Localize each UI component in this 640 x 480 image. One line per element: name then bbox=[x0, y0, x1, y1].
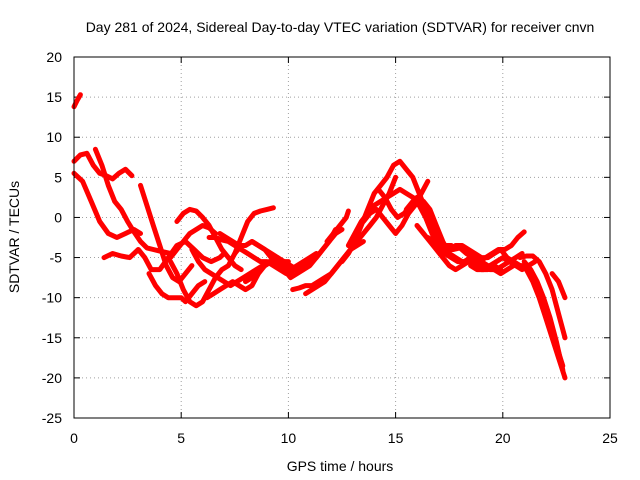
series-line-pass-7 bbox=[146, 271, 208, 305]
series-line-pass-27 bbox=[414, 223, 516, 277]
series-line-pass-21 bbox=[324, 208, 351, 244]
x-tick-label: 0 bbox=[70, 430, 78, 446]
y-tick-label: 0 bbox=[54, 209, 62, 225]
series-line-pass-35 bbox=[549, 271, 568, 301]
series-line-pass-6 bbox=[138, 182, 195, 285]
x-tick-label: 25 bbox=[602, 430, 618, 446]
y-tick-label: -15 bbox=[42, 330, 62, 346]
y-tick-label: 15 bbox=[46, 89, 62, 105]
y-tick-label: -5 bbox=[50, 250, 63, 266]
y-tick-label: -25 bbox=[42, 410, 62, 426]
series-line-pass-13 bbox=[206, 235, 296, 277]
y-tick-label: 5 bbox=[54, 169, 62, 185]
series-line-pass-1 bbox=[71, 92, 83, 110]
series-line-pass-3 bbox=[92, 146, 173, 256]
x-tick-label: 15 bbox=[388, 430, 404, 446]
x-tick-label: 10 bbox=[281, 430, 297, 446]
chart-title: Day 281 of 2024, Sidereal Day-to-day VTE… bbox=[86, 19, 595, 35]
series-line-pass-34 bbox=[521, 263, 566, 369]
y-tick-label: -20 bbox=[42, 370, 62, 386]
x-axis-label: GPS time / hours bbox=[287, 458, 394, 474]
series-line-pass-31 bbox=[517, 253, 568, 341]
x-tick-label: 20 bbox=[495, 430, 511, 446]
data-traces bbox=[71, 92, 568, 381]
axis-ticks: 0 5 10 15 20 25 -25 -20 -15 -10 -5 0 5 10 15 20 bbox=[42, 49, 618, 446]
y-tick-label: 10 bbox=[46, 129, 62, 145]
series-line-pass-28 bbox=[425, 229, 527, 265]
series-line-pass-4 bbox=[71, 170, 143, 240]
y-axis-label: SDTVAR / TECUs bbox=[6, 181, 22, 293]
y-tick-label: -10 bbox=[42, 290, 62, 306]
grid-lines bbox=[74, 57, 610, 418]
series-line-pass-10 bbox=[174, 206, 244, 273]
series-line-pass-15 bbox=[232, 205, 276, 256]
plot-frame bbox=[73, 56, 611, 419]
x-tick-label: 5 bbox=[177, 430, 185, 446]
y-tick-label: 20 bbox=[46, 49, 62, 65]
